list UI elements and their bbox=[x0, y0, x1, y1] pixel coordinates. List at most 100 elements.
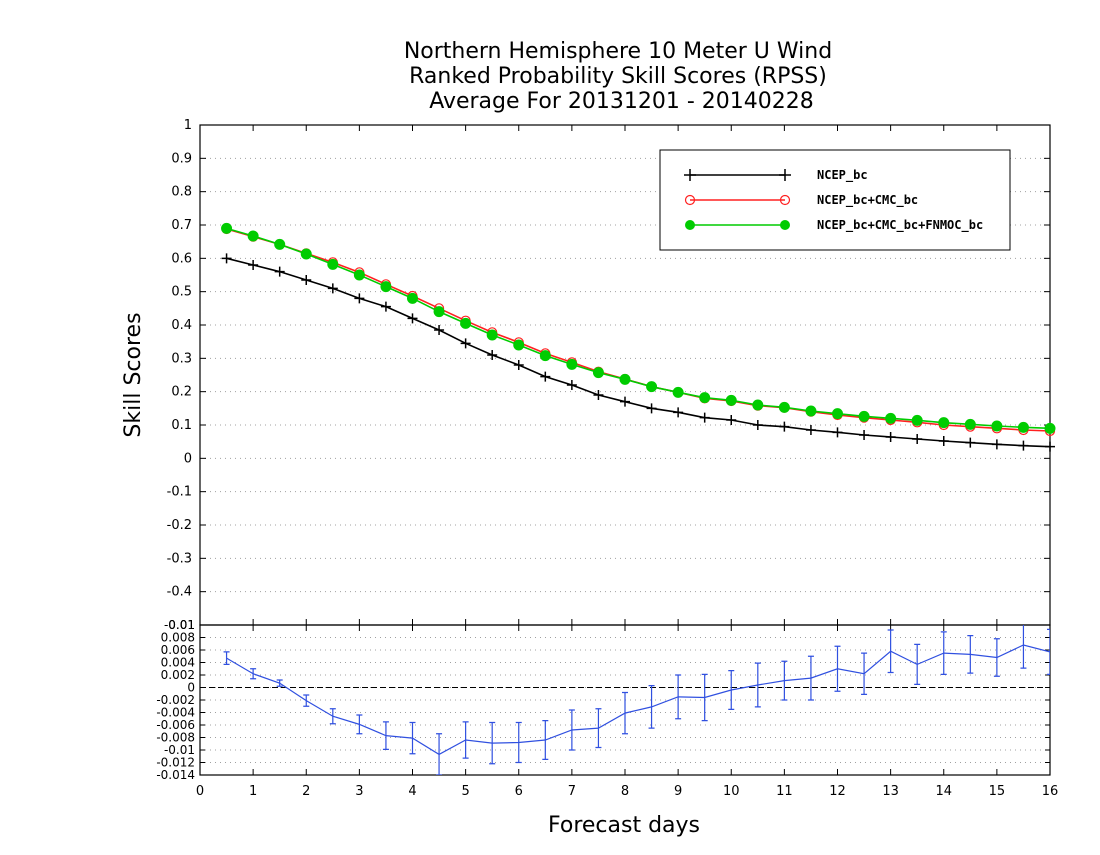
y-tick-label: 0.8 bbox=[171, 185, 192, 200]
data-point bbox=[407, 292, 418, 304]
data-point bbox=[646, 403, 657, 414]
data-point bbox=[991, 439, 1002, 450]
y-tick-label: -0.014 bbox=[156, 768, 195, 782]
legend-marker bbox=[779, 169, 791, 181]
data-point bbox=[434, 325, 445, 335]
error-bar bbox=[542, 720, 549, 760]
y-tick-label: -0.2 bbox=[167, 518, 192, 533]
error-bar bbox=[515, 721, 522, 764]
x-tick-label: 9 bbox=[674, 784, 682, 799]
chart-title-line-2: Ranked Probability Skill Scores (RPSS) bbox=[409, 64, 827, 89]
y-tick-label: 0.006 bbox=[161, 643, 195, 657]
data-point bbox=[620, 396, 630, 407]
error-bar bbox=[382, 721, 389, 750]
x-tick-label: 8 bbox=[621, 784, 629, 799]
data-point bbox=[566, 380, 577, 390]
data-point bbox=[274, 238, 286, 250]
error-bar bbox=[993, 638, 1000, 677]
error-bar bbox=[568, 709, 575, 751]
data-point bbox=[938, 417, 950, 429]
y-tick-label: 0.008 bbox=[161, 631, 195, 645]
data-point bbox=[460, 338, 471, 349]
legend-marker bbox=[685, 220, 695, 230]
data-point bbox=[699, 392, 711, 404]
data-point bbox=[885, 432, 896, 442]
data-point bbox=[964, 418, 976, 430]
legend-marker bbox=[780, 220, 790, 230]
difference-line bbox=[226, 644, 1050, 756]
data-point bbox=[354, 293, 365, 304]
data-point bbox=[248, 260, 259, 270]
y-tick-label: 0.01 bbox=[168, 618, 195, 632]
x-axis-label: Forecast days bbox=[548, 813, 700, 838]
x-tick-label: 3 bbox=[355, 784, 363, 799]
y-tick-label: -0.1 bbox=[167, 485, 192, 500]
chart-title-line-1: Northern Hemisphere 10 Meter U Wind bbox=[404, 39, 832, 64]
error-bar bbox=[861, 652, 868, 695]
error-bar bbox=[303, 694, 310, 707]
data-point bbox=[725, 394, 737, 406]
error-bar bbox=[701, 673, 708, 722]
y-tick-label: 1 bbox=[184, 118, 192, 133]
legend-marker bbox=[684, 169, 696, 181]
data-point bbox=[460, 317, 472, 329]
error-bar bbox=[250, 668, 257, 680]
error-bar bbox=[462, 721, 469, 759]
difference-series bbox=[223, 625, 1050, 775]
data-point bbox=[593, 390, 604, 400]
data-point bbox=[779, 421, 790, 432]
data-point bbox=[327, 258, 339, 270]
error-bar bbox=[223, 651, 230, 665]
data-point bbox=[1044, 422, 1056, 434]
legend-label: NCEP_bc+CMC_bc+FNMOC_bc bbox=[817, 218, 983, 233]
data-point bbox=[539, 350, 551, 362]
legend-label: NCEP_bc+CMC_bc bbox=[817, 193, 918, 208]
y-tick-label: -0.006 bbox=[156, 718, 195, 732]
error-bar bbox=[675, 674, 682, 720]
data-point bbox=[619, 373, 631, 385]
data-point bbox=[486, 329, 498, 341]
data-point bbox=[646, 381, 658, 393]
data-point bbox=[300, 248, 312, 260]
error-bar bbox=[595, 708, 602, 749]
error-bar bbox=[940, 631, 947, 675]
data-point bbox=[301, 275, 312, 285]
data-point bbox=[380, 281, 392, 293]
error-bar bbox=[436, 733, 443, 775]
legend-marker bbox=[684, 194, 696, 206]
data-point bbox=[911, 414, 923, 426]
y-tick-label: -0.3 bbox=[167, 551, 192, 566]
data-point bbox=[805, 425, 816, 435]
error-bar bbox=[754, 662, 761, 708]
error-bar bbox=[489, 721, 496, 765]
x-tick-label: 5 bbox=[461, 784, 469, 799]
data-point bbox=[407, 313, 418, 324]
data-point bbox=[566, 358, 578, 370]
x-tick-label: 0 bbox=[196, 784, 204, 799]
data-point bbox=[513, 339, 525, 351]
x-tick-label: 15 bbox=[989, 784, 1006, 799]
data-point bbox=[859, 430, 870, 440]
data-point bbox=[540, 371, 551, 382]
legend: NCEP_bc NCEP_bc+CMC_bc NCEP_bc+CMC_bc+FNMO… bbox=[659, 149, 1011, 251]
error-bar bbox=[356, 714, 363, 735]
data-point bbox=[726, 415, 737, 425]
x-tick-label: 13 bbox=[882, 784, 899, 799]
data-point bbox=[752, 399, 764, 411]
x-tick-label: 1 bbox=[249, 784, 257, 799]
series-line-1 bbox=[226, 257, 1051, 448]
y-tick-label: 0 bbox=[184, 451, 192, 466]
data-point bbox=[938, 436, 949, 446]
y-tick-label: 0.1 bbox=[171, 418, 192, 433]
x-tick-label: 2 bbox=[302, 784, 310, 799]
data-point bbox=[778, 401, 790, 413]
data-point bbox=[832, 427, 843, 438]
data-point bbox=[221, 253, 232, 264]
y-tick-label: 0.5 bbox=[171, 285, 192, 300]
data-point bbox=[274, 266, 285, 277]
data-point bbox=[513, 360, 524, 370]
y-tick-label: -0.008 bbox=[156, 731, 195, 745]
y-axis-label: Skill Scores bbox=[121, 312, 146, 437]
error-bar bbox=[807, 655, 814, 701]
error-bar bbox=[728, 670, 735, 710]
